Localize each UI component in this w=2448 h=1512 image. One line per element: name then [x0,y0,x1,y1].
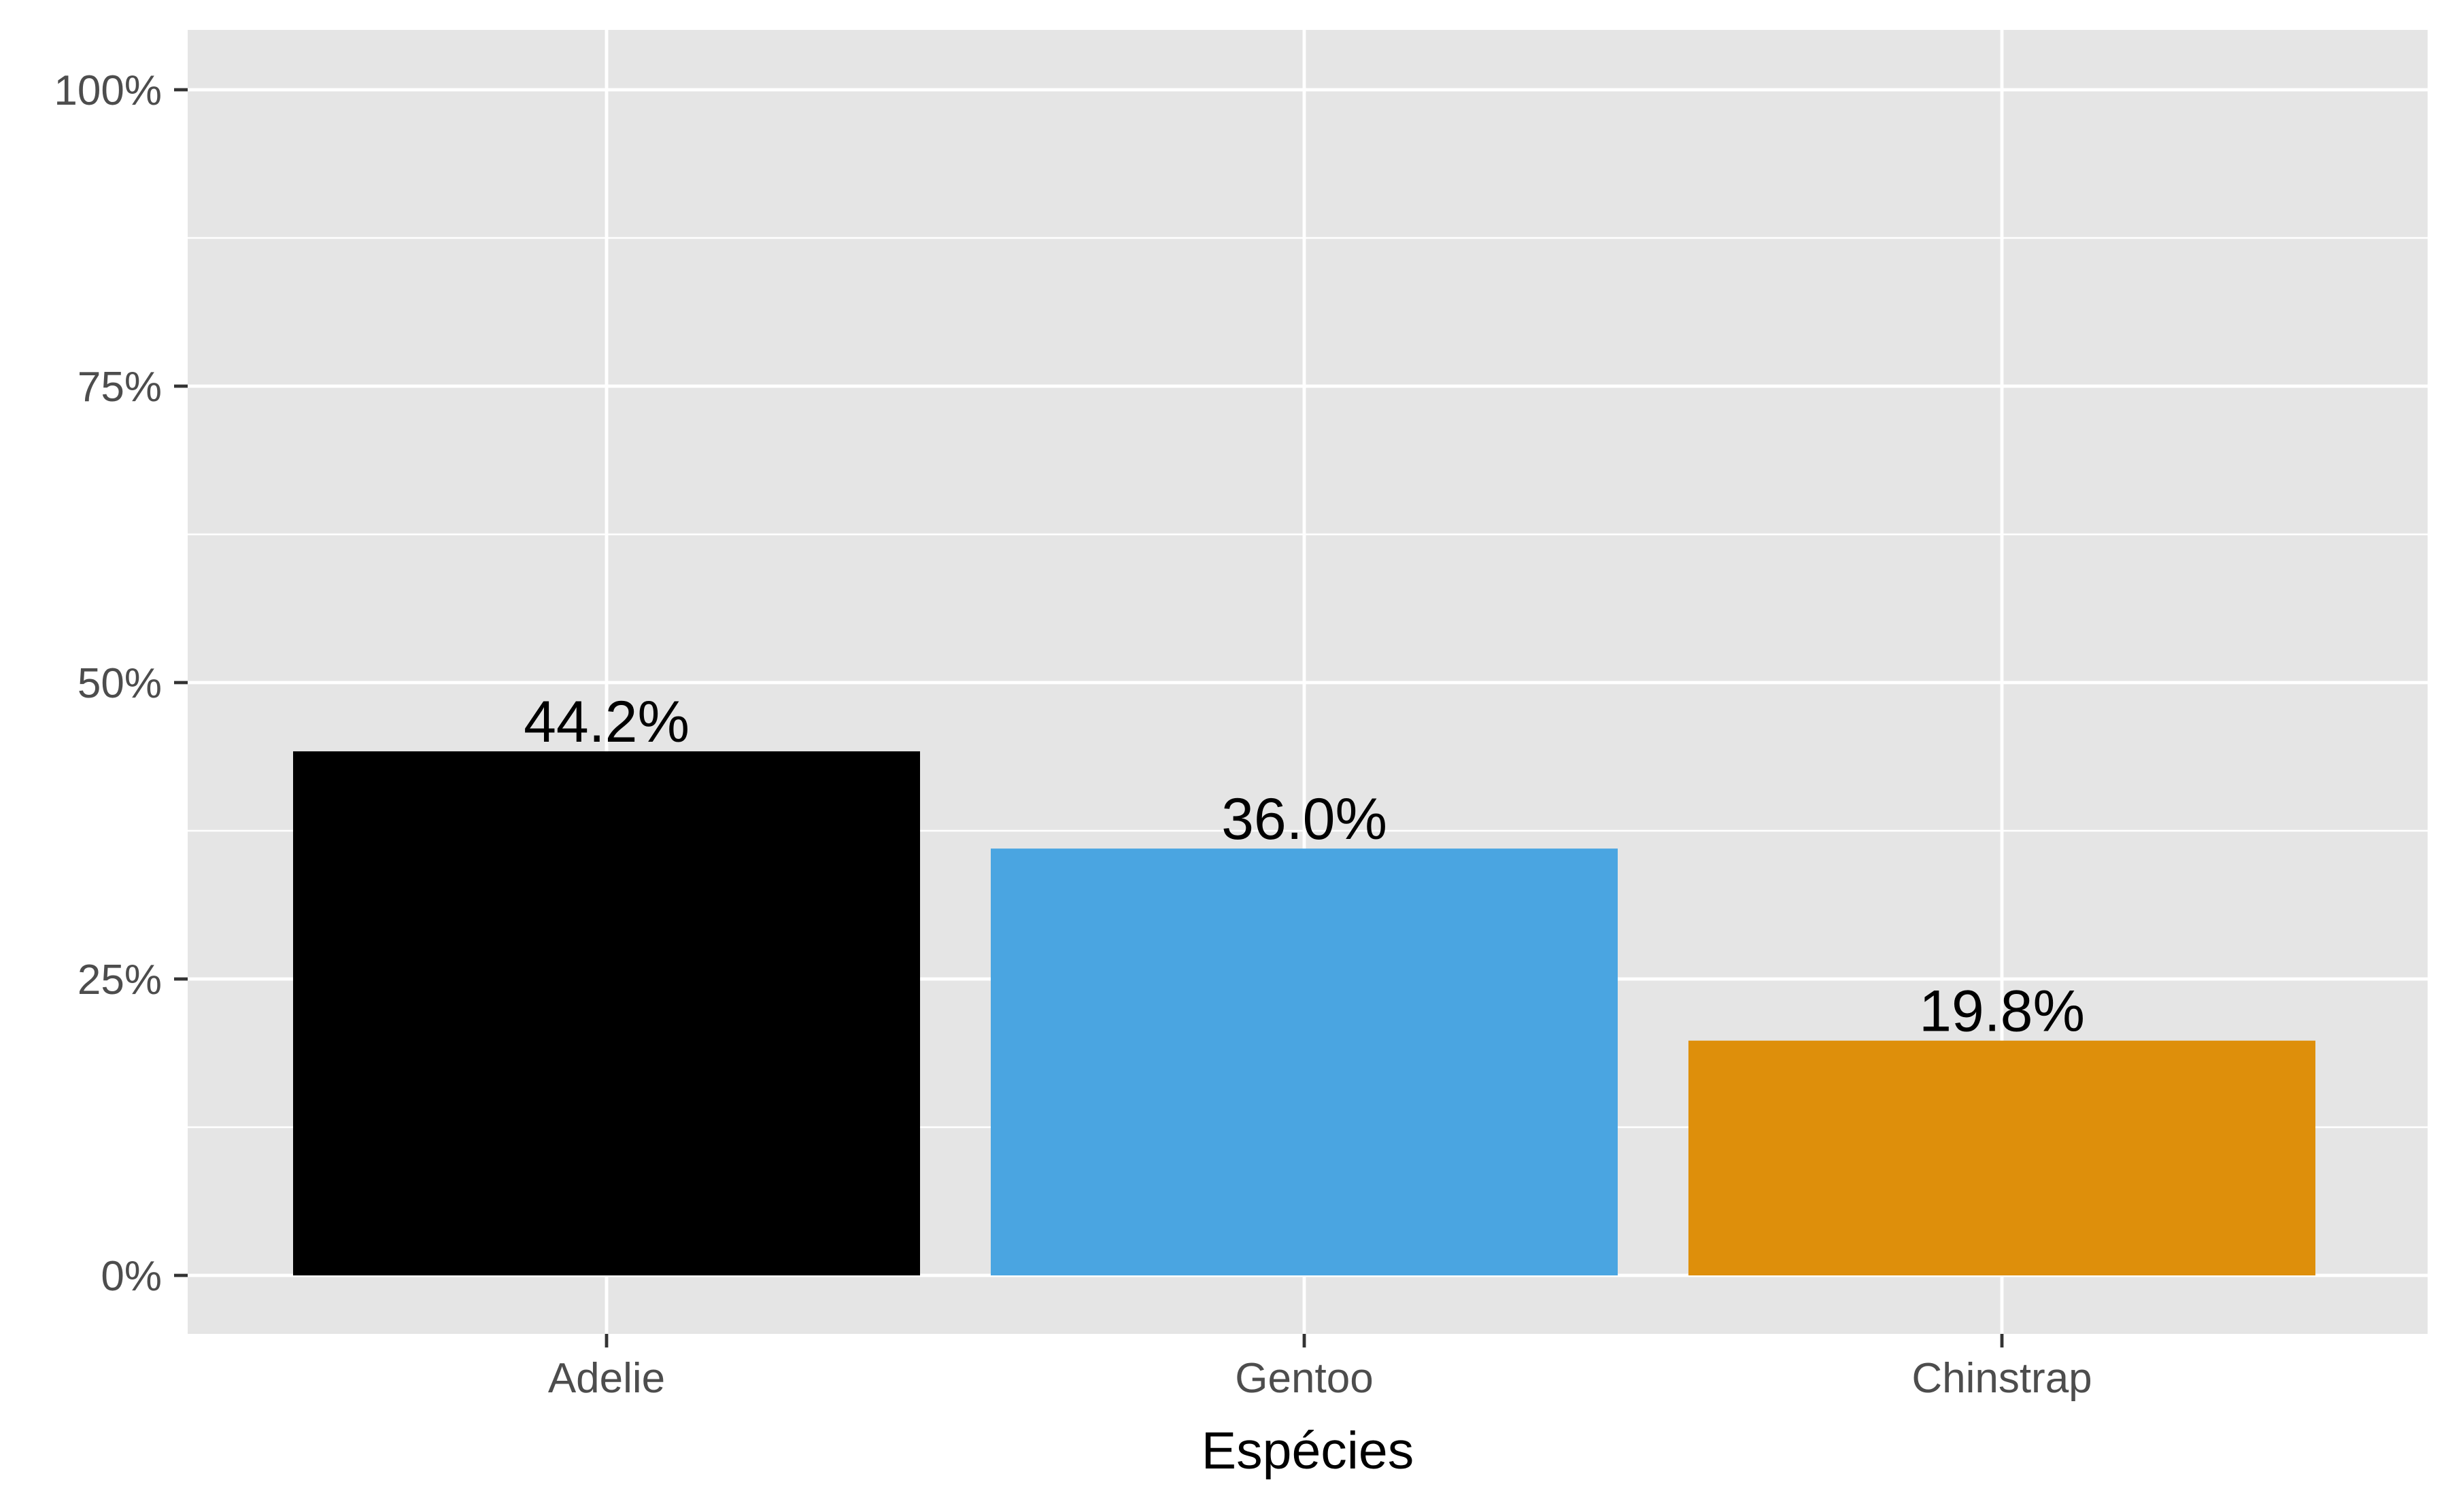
x-tick-label-adelie: Adelie [548,1355,665,1402]
bar-gentoo [991,848,1618,1275]
x-tick-label-chinstrap: Chinstrap [1911,1355,2092,1402]
x-axis-title: Espécies [1202,1422,1414,1480]
value-labels-group: 44.2% 36.0% 19.8% [524,689,2085,1044]
bars-group [293,751,2315,1275]
y-tick-label: 25% [78,957,162,1003]
x-axis: Adelie Gentoo Chinstrap [548,1334,2092,1402]
y-tick-label: 100% [54,67,162,114]
bar-chinstrap [1688,1040,2315,1275]
value-label-gentoo: 36.0% [1221,787,1387,852]
bar-adelie [293,751,920,1275]
y-tick-label: 50% [78,660,162,707]
x-tick-label-gentoo: Gentoo [1235,1355,1373,1402]
y-tick-label: 0% [101,1253,162,1300]
value-label-chinstrap: 19.8% [1919,979,2085,1044]
value-label-adelie: 44.2% [524,689,690,755]
y-tick-label: 75% [78,364,162,411]
y-axis: 0% 25% 50% 75% 100% [54,67,188,1300]
